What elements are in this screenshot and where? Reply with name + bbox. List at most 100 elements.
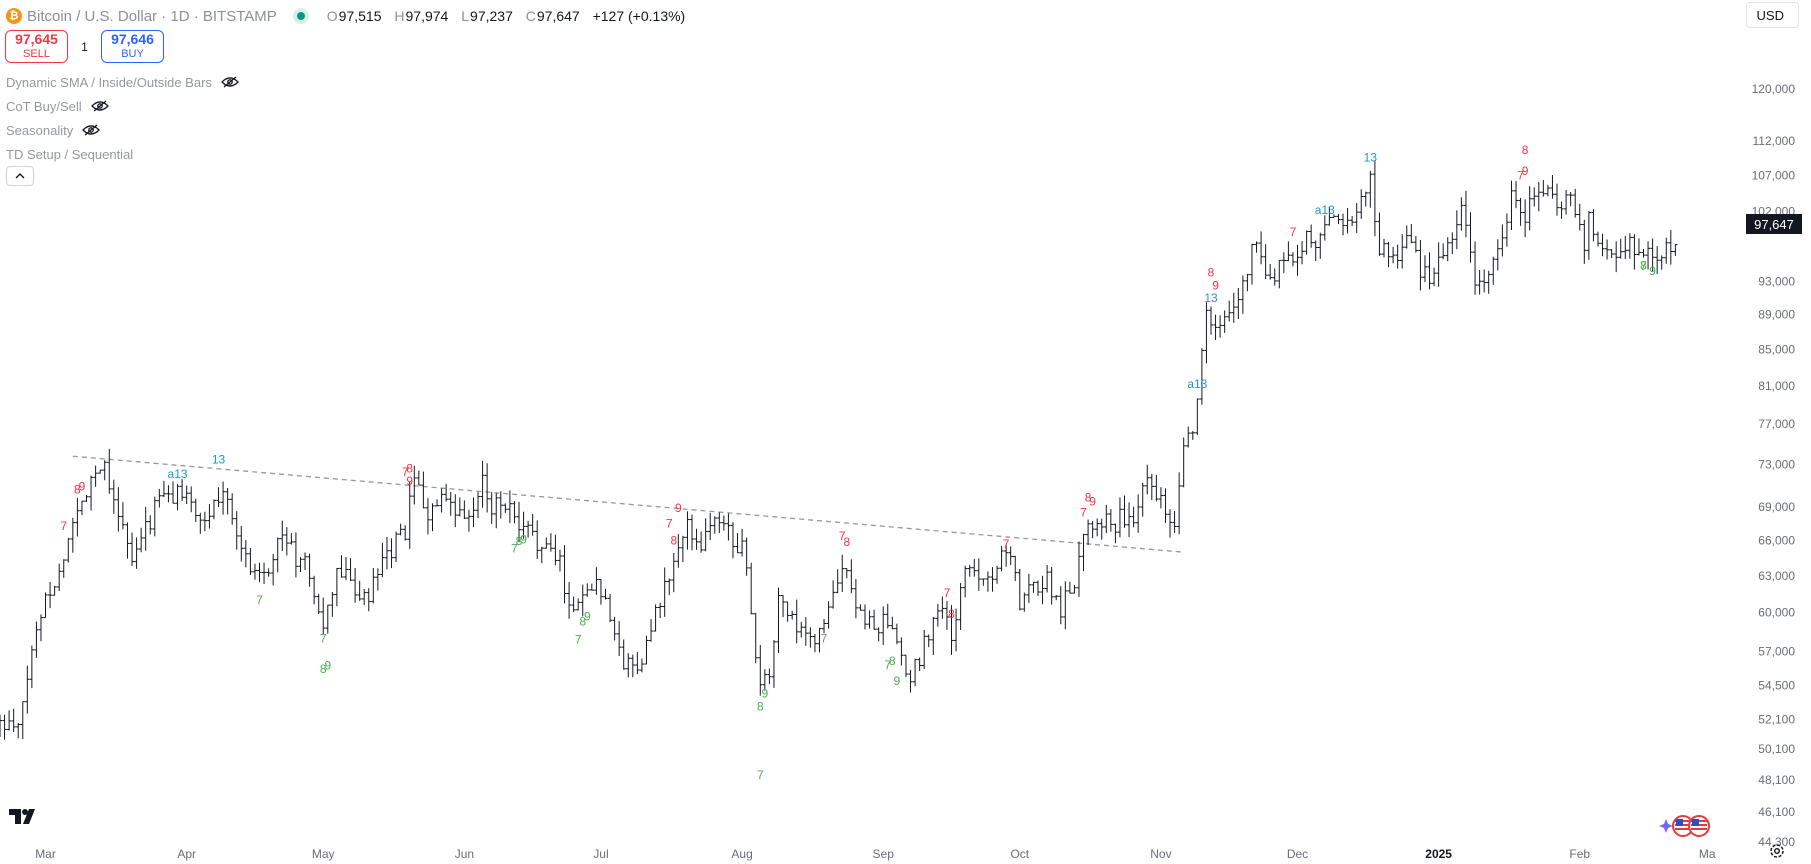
time-tick-label: Feb [1569, 847, 1590, 861]
eye-hidden-icon[interactable] [90, 100, 109, 112]
ohlc-bar [1258, 231, 1264, 265]
ohlc-bar [148, 515, 153, 535]
low-label: L [461, 8, 470, 24]
ohlc-bar [393, 531, 399, 563]
ohlc-bar [189, 486, 194, 513]
ohlc-bar [1618, 238, 1623, 259]
ohlc-bar [1222, 310, 1227, 333]
td-label-buy: 7 [821, 631, 828, 645]
price-tick-label: 77,000 [1758, 417, 1795, 431]
sparkle-icon[interactable] [1658, 818, 1674, 834]
ohlc-bar [270, 553, 276, 586]
indicator-dynamic-sma[interactable]: Dynamic SMA / Inside/Outside Bars [6, 70, 239, 94]
ohlc-bar [1094, 518, 1100, 537]
us-flag-icon[interactable] [1688, 815, 1710, 837]
td-label-buy: 9 [894, 674, 901, 688]
ohlc-bar [935, 603, 941, 627]
indicator-seasonality[interactable]: Seasonality [6, 118, 239, 142]
ohlc-bar [70, 517, 76, 553]
ohlc-bar [184, 485, 189, 505]
ohlc-bar [544, 537, 549, 549]
ohlc-bar [2, 714, 7, 740]
ohlc-bar [1227, 300, 1232, 322]
time-axis[interactable]: Mar Apr May Jun Jul Aug Sep Oct Nov Dec 2025 Feb Ma [35, 847, 1716, 861]
buy-label: BUY [121, 47, 144, 60]
ohlc-bar [1058, 586, 1063, 625]
ohlc-bar [1176, 472, 1182, 535]
ohlc-bar [1481, 269, 1487, 293]
ohlc-bar [1081, 533, 1086, 572]
ohlc-bar [266, 568, 271, 577]
time-tick-label: Oct [1010, 847, 1029, 861]
ohlc-bar [721, 515, 727, 531]
price-axis[interactable]: 120,000112,000107,000102,00093,00089,000… [1752, 82, 1796, 849]
ohlc-bar [548, 533, 554, 552]
ohlc-bar [575, 598, 581, 611]
td-label-sell: 9 [1212, 279, 1219, 293]
low-value: 97,237 [470, 8, 513, 24]
currency-select[interactable]: USD [1745, 2, 1799, 28]
eye-hidden-icon[interactable] [221, 76, 239, 88]
ohlc-bar [566, 582, 572, 619]
ohlc-bar [1063, 581, 1068, 630]
symbol-title[interactable]: Bitcoin / U.S. Dollar · 1D · BITSTAMP [27, 7, 277, 25]
ohlc-bar [657, 602, 663, 618]
ohlc-bar [453, 494, 458, 528]
open-label: O [326, 8, 338, 24]
ohlc-bar [1172, 510, 1177, 533]
ohlc-bar [1463, 190, 1469, 238]
ohlc-bar [598, 578, 604, 605]
ohlc-bar [325, 604, 330, 634]
ohlc-bar [616, 621, 622, 657]
gear-icon[interactable] [1768, 842, 1786, 860]
tradingview-logo[interactable] [8, 807, 42, 825]
ohlc-bar [676, 534, 681, 568]
ohlc-bar [280, 520, 285, 551]
quantity-value[interactable]: 1 [81, 39, 88, 54]
ohlc-bar [944, 601, 950, 630]
ohlc-bar [881, 606, 886, 645]
ohlc-bar [116, 487, 121, 532]
ohlc-bar [940, 596, 945, 619]
td-label-sell: 8 [843, 535, 850, 549]
ohlc-bar [384, 536, 390, 570]
ohlc-bar [6, 710, 12, 731]
ohlc-bar [430, 503, 435, 532]
ohlc-bar [685, 511, 690, 550]
ohlc-bar [1076, 541, 1082, 597]
ohlc-bar [1331, 214, 1337, 218]
eye-hidden-icon[interactable] [82, 124, 101, 136]
collapse-legend-button[interactable] [6, 166, 34, 186]
td-label-buy: 9 [520, 533, 527, 547]
price-tick-label: 57,000 [1758, 644, 1795, 658]
ohlc-bar [1436, 242, 1441, 287]
ohlc-bar [61, 559, 66, 578]
td-label-countdown: 13 [1364, 150, 1378, 164]
price-tick-label: 73,000 [1758, 457, 1795, 471]
ohlc-bar [457, 497, 463, 517]
sell-button[interactable]: 97,645 SELL [5, 30, 68, 63]
ohlc-bar [667, 578, 672, 596]
ohlc-bar [1477, 270, 1482, 295]
indicator-td-sequential[interactable]: TD Setup / Sequential [6, 142, 239, 166]
ohlc-bar [289, 533, 294, 545]
ohlc-bar [1254, 241, 1259, 253]
indicator-cot[interactable]: CoT Buy/Sell [6, 94, 239, 118]
close-value: 97,647 [536, 8, 580, 24]
ohlc-bar [1459, 197, 1464, 231]
td-label-buy: 7 [575, 633, 582, 647]
ohlc-bar [88, 475, 94, 511]
ohlc-bar [648, 619, 654, 642]
ohlc-bar [1673, 244, 1678, 257]
buy-button[interactable]: 97,646 BUY [101, 30, 164, 63]
ohlc-bar [780, 595, 786, 618]
ohlc-bar [708, 512, 713, 541]
ohlc-bar [1167, 509, 1173, 538]
ohlc-bar [1113, 523, 1118, 544]
ohlc-bar [1072, 584, 1077, 594]
ohlc-bar [375, 568, 381, 591]
trendline [72, 455, 1184, 553]
ohlc-bar [1008, 546, 1013, 565]
ohlc-bar [1099, 518, 1104, 540]
